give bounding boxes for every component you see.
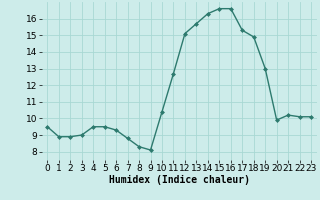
X-axis label: Humidex (Indice chaleur): Humidex (Indice chaleur) xyxy=(109,175,250,185)
